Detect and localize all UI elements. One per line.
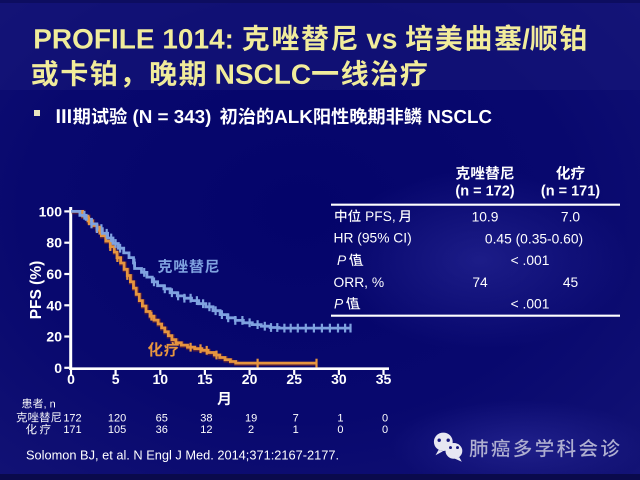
svg-text:PFS (%): PFS (%) [28, 261, 45, 320]
svg-text:1: 1 [337, 413, 343, 425]
svg-text:20: 20 [242, 371, 258, 387]
svg-text:80: 80 [46, 235, 62, 251]
svg-text:Solomon BJ, et al. N Engl J Me: Solomon BJ, et al. N Engl J Med. 2014;37… [26, 448, 339, 463]
svg-text:15: 15 [197, 371, 213, 387]
svg-text:30: 30 [331, 371, 347, 387]
svg-text:HR (95% CI): HR (95% CI) [334, 231, 412, 246]
svg-text:12: 12 [200, 424, 212, 436]
svg-text:10: 10 [153, 371, 169, 387]
svg-text:40: 40 [46, 297, 62, 313]
svg-text:0: 0 [337, 424, 343, 436]
svg-text:0: 0 [67, 371, 75, 387]
svg-text:171: 171 [63, 424, 81, 436]
svg-text:74: 74 [472, 275, 488, 290]
svg-text:0.45 (0.35-0.60): 0.45 (0.35-0.60) [485, 232, 583, 247]
svg-text:19: 19 [245, 413, 257, 425]
svg-text:(n = 172): (n = 172) [455, 184, 514, 200]
svg-text:2: 2 [248, 424, 254, 436]
svg-text:7.0: 7.0 [561, 210, 581, 225]
svg-text:35: 35 [376, 371, 392, 387]
svg-text:36: 36 [156, 424, 168, 436]
svg-text:38: 38 [200, 413, 212, 425]
svg-text:100: 100 [39, 203, 63, 219]
svg-text:20: 20 [46, 329, 62, 345]
svg-text:< .001: < .001 [511, 253, 550, 268]
svg-text:105: 105 [108, 424, 126, 436]
svg-text:5: 5 [112, 371, 120, 387]
svg-text:0: 0 [382, 413, 388, 425]
svg-text:25: 25 [286, 371, 302, 387]
svg-text:120: 120 [108, 413, 126, 425]
svg-text:1: 1 [293, 424, 299, 436]
svg-text:0: 0 [54, 360, 62, 376]
svg-text:(n = 171): (n = 171) [541, 184, 600, 200]
svg-text:45: 45 [563, 275, 579, 290]
svg-text:10.9: 10.9 [472, 210, 499, 225]
svg-text:7: 7 [293, 413, 299, 425]
svg-text:60: 60 [46, 266, 62, 282]
svg-text:0: 0 [382, 424, 388, 436]
svg-text:ORR, %: ORR, % [334, 275, 385, 290]
svg-text:< .001: < .001 [511, 297, 550, 312]
svg-text:65: 65 [156, 413, 168, 425]
svg-text:172: 172 [63, 413, 81, 425]
